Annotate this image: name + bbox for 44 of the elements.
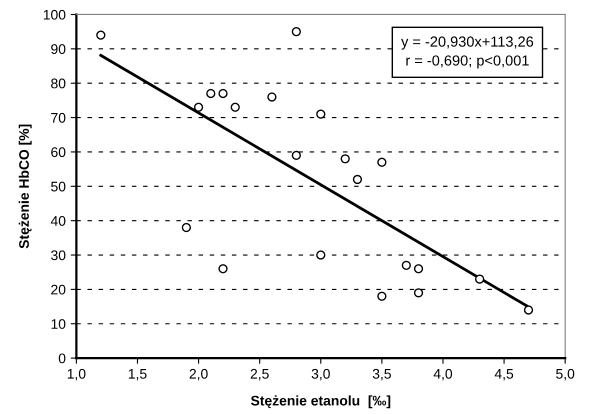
point [402,260,411,270]
point [352,174,362,184]
point [218,88,228,98]
x-tick-label: 1,5 [128,369,147,380]
y-tick-label: 10 [52,319,66,329]
point [414,264,424,274]
y-tick-label: 30 [51,250,66,260]
point [292,27,301,36]
y-tick-label: 40 [50,216,66,226]
y-tick-label: 50 [51,182,66,192]
point [96,30,106,40]
point [414,288,424,298]
x-tick-label: 3,5 [372,368,391,380]
y-tick-label: 70 [51,112,66,123]
y-tick-label: 80 [51,78,66,88]
point [206,88,216,98]
point [377,292,386,301]
x-tick-label: 1,0 [68,368,86,380]
y-tick-label: 0 [58,353,66,364]
point [377,158,386,167]
y-tick-label: 20 [51,284,66,295]
y-axis-title: Stężenie HbCO [%] [18,124,32,248]
point [267,92,277,102]
annotation: y = -20,930x+113,26 r = -0,690; p<0,001 [401,36,534,69]
y-tick-label: 90 [51,44,66,54]
point [524,305,534,315]
point [182,222,191,232]
x-axis-title: Stężenie etanolu [‰] [250,395,390,408]
point [316,250,326,260]
point [194,102,204,112]
y-tick-label: 60 [51,147,66,158]
x-tick-label: 5,0 [556,368,574,380]
point [316,110,326,119]
point [292,150,301,160]
point [230,102,240,112]
x-tick-label: 2,5 [250,368,269,380]
point [218,264,228,274]
point [340,154,350,164]
x-tick-label: 2,0 [190,368,208,380]
x-tick-label: 3,0 [312,368,330,380]
x-tick-label: 4,0 [434,368,452,380]
x-tick-label: 4,5 [494,369,514,380]
point [475,274,484,284]
y-tick-label: 100 [44,10,66,20]
